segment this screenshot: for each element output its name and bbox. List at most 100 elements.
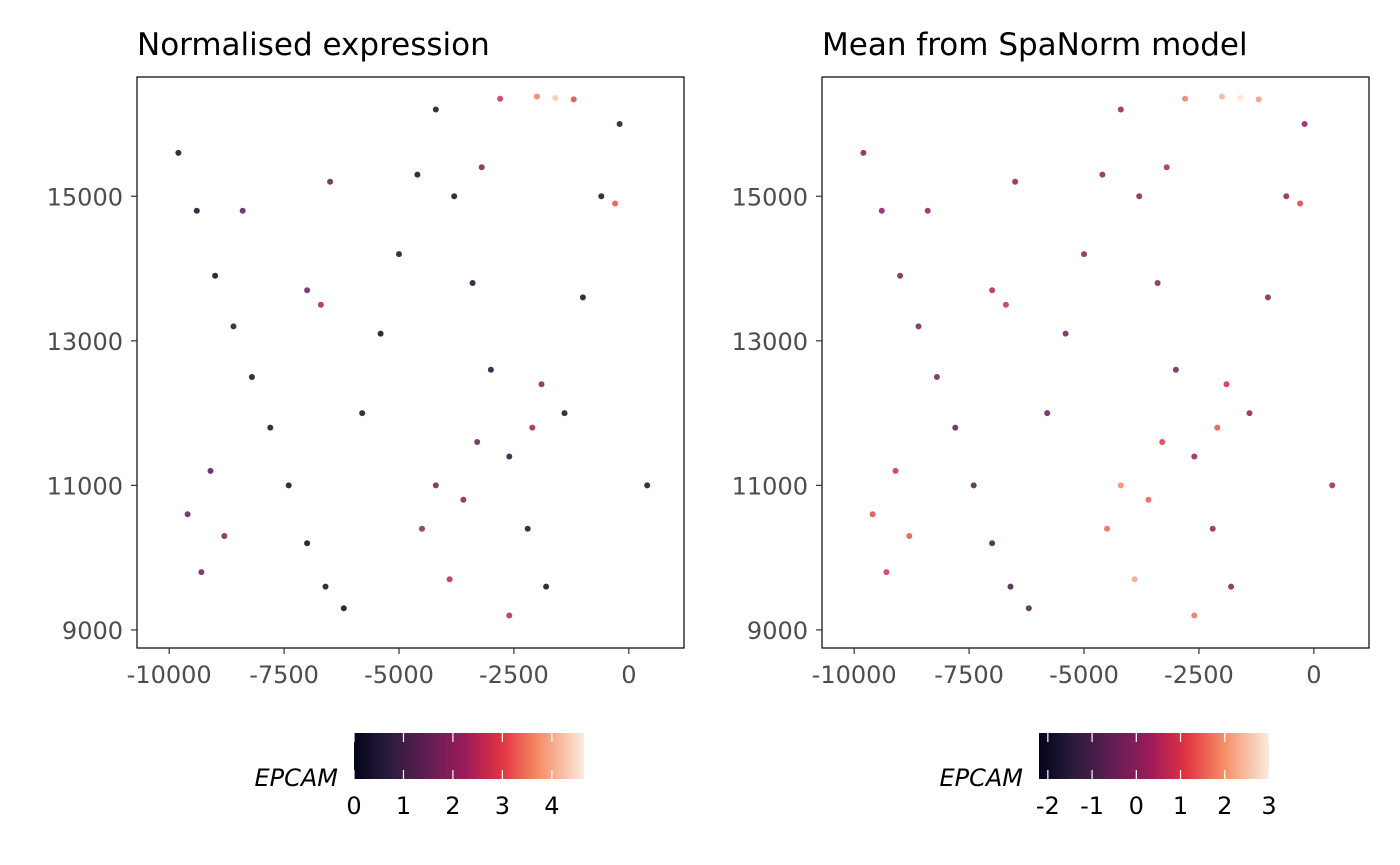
data-point [970,482,977,489]
data-point [538,381,545,388]
data-point [1025,605,1032,612]
colorbar-tick-label: 4 [544,792,559,820]
data-point [878,207,885,214]
data-point [915,323,922,330]
data-point [598,193,605,200]
data-point [451,193,458,200]
colorbar-tick-label: -1 [1080,792,1104,820]
data-point [497,95,504,102]
data-point [906,533,913,539]
data-point [1218,93,1225,100]
data-point [1007,583,1014,590]
x-tick-label: 0 [1306,661,1321,689]
data-point [1246,410,1253,417]
x-axis: -10000 -7500 -5000 -2500 0 [812,648,1321,689]
y-tick-label: 11000 [47,472,123,500]
data-point [419,525,425,532]
data-point [239,207,246,214]
data-point [1136,193,1143,200]
data-point [414,171,421,178]
y-tick-label: 15000 [732,183,808,211]
data-point [1191,453,1198,460]
data-point [1255,96,1262,103]
data-point [1044,410,1051,417]
x-tick-label: -2500 [479,661,549,689]
data-point [207,467,214,474]
y-tick-label: 9000 [62,617,123,645]
data-point [506,453,513,460]
data-point [322,583,329,590]
x-tick-label: -7500 [249,661,319,689]
data-point [1104,525,1110,532]
data-point [221,533,228,539]
data-point [612,200,619,207]
colorbar-tick-label: 3 [495,792,510,820]
colorbar-tick-label: 1 [396,792,411,820]
data-point [487,366,494,373]
data-point [1301,121,1308,127]
colorbar-title: EPCAM [939,764,1023,792]
data-point [1117,482,1124,489]
points-layer [175,93,651,619]
data-point [1117,106,1124,113]
y-axis: 9000 11000 13000 15000 [47,183,137,645]
data-point [340,605,347,612]
data-point [616,121,623,127]
colorbar-legend: EPCAM 0 1 2 3 4 [254,733,584,820]
data-point [1182,95,1189,102]
y-axis: 9000 11000 13000 15000 [732,183,822,645]
data-point [1223,381,1230,388]
data-point [570,96,577,103]
data-point [1214,424,1221,431]
data-point [644,482,651,489]
colorbar-tick-label: 3 [1261,792,1276,820]
y-tick-label: 11000 [732,472,808,500]
data-point [230,323,237,330]
colorbar-tick-label: -2 [1036,792,1060,820]
y-tick-label: 13000 [47,328,123,356]
data-point [543,583,550,590]
data-point [432,106,439,113]
data-point [1131,576,1138,583]
data-point [1297,200,1304,207]
data-point [460,496,467,503]
data-point [579,294,586,301]
data-point [1099,171,1106,178]
colorbar-tick-label: 2 [1217,792,1232,820]
data-point [469,280,476,286]
data-point [952,424,959,431]
data-point [989,540,996,547]
data-point [892,467,899,474]
x-tick-label: 0 [621,661,636,689]
data-point [989,287,996,294]
data-point [267,424,274,431]
colorbar-tick-label: 1 [1173,792,1188,820]
colorbar-legend: EPCAM -2 -1 0 1 2 3 [939,733,1277,820]
data-point [1163,164,1170,171]
colorbar-gradient [354,733,584,779]
data-point [396,251,402,258]
data-point [175,149,182,156]
data-point [478,164,485,171]
data-point [897,272,904,279]
data-point [327,178,334,185]
colorbar-title: EPCAM [254,764,338,792]
data-point [1012,178,1019,185]
panel-spanorm-mean: Mean from SpaNorm model -10000 -7500 -5000… [732,27,1370,820]
data-point [248,374,255,380]
data-point [317,301,324,308]
x-tick-label: -5000 [364,661,434,689]
data-point [933,374,940,380]
data-point [1228,583,1235,590]
data-point [561,410,568,417]
panel-normalised-expression: Normalised expression -10000 -7500 -5000 -2… [47,27,685,820]
data-point [446,576,453,583]
data-point [198,569,205,576]
data-point [924,207,931,214]
plot-frame [821,76,1370,649]
data-point [304,287,311,294]
data-point [533,93,540,100]
data-point [860,149,867,156]
data-point [1002,301,1009,308]
